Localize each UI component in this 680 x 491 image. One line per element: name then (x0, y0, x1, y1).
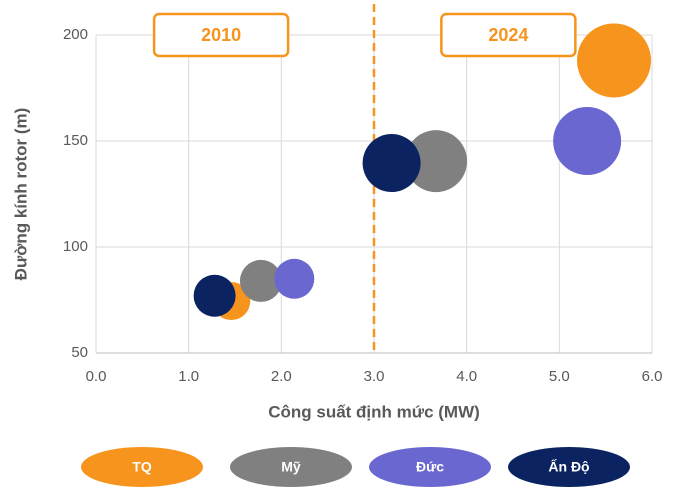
bubble (553, 107, 622, 175)
x-tick-label: 3.0 (364, 368, 385, 385)
x-tick-label: 2.0 (271, 368, 292, 385)
x-tick-label: 0.0 (86, 368, 107, 385)
y-tick-label: 50 (71, 344, 88, 361)
annotation-box (440, 12, 577, 58)
bubble (274, 258, 315, 299)
annotation-box (152, 12, 290, 58)
annotation: 2024 (488, 25, 528, 45)
legend-label: Đức (416, 459, 444, 475)
x-tick-label: 5.0 (549, 368, 570, 385)
legend-swatch (369, 447, 491, 487)
bubble (239, 259, 282, 302)
legend-label: Mỹ (281, 459, 301, 475)
y-tick-label: 100 (63, 238, 88, 255)
y-tick-label: 200 (63, 26, 88, 43)
annotation: 2010 (201, 25, 241, 45)
x-axis-title: Công suất định mức (MW) (268, 402, 480, 421)
x-tick-label: 1.0 (178, 368, 199, 385)
legend-swatch (508, 447, 630, 487)
legend-swatch (230, 447, 352, 487)
bubble (362, 134, 421, 193)
bubble (193, 274, 236, 317)
x-tick-label: 4.0 (456, 368, 477, 385)
x-tick-label: 6.0 (642, 368, 663, 385)
bubble (405, 130, 468, 193)
legend-label: TQ (132, 459, 152, 475)
bubble (577, 23, 652, 98)
y-tick-label: 150 (63, 132, 88, 149)
legend-label: Ấn Độ (548, 459, 589, 475)
y-axis-title: Đường kính rotor (m) (11, 108, 30, 281)
legend-swatch (81, 447, 203, 487)
